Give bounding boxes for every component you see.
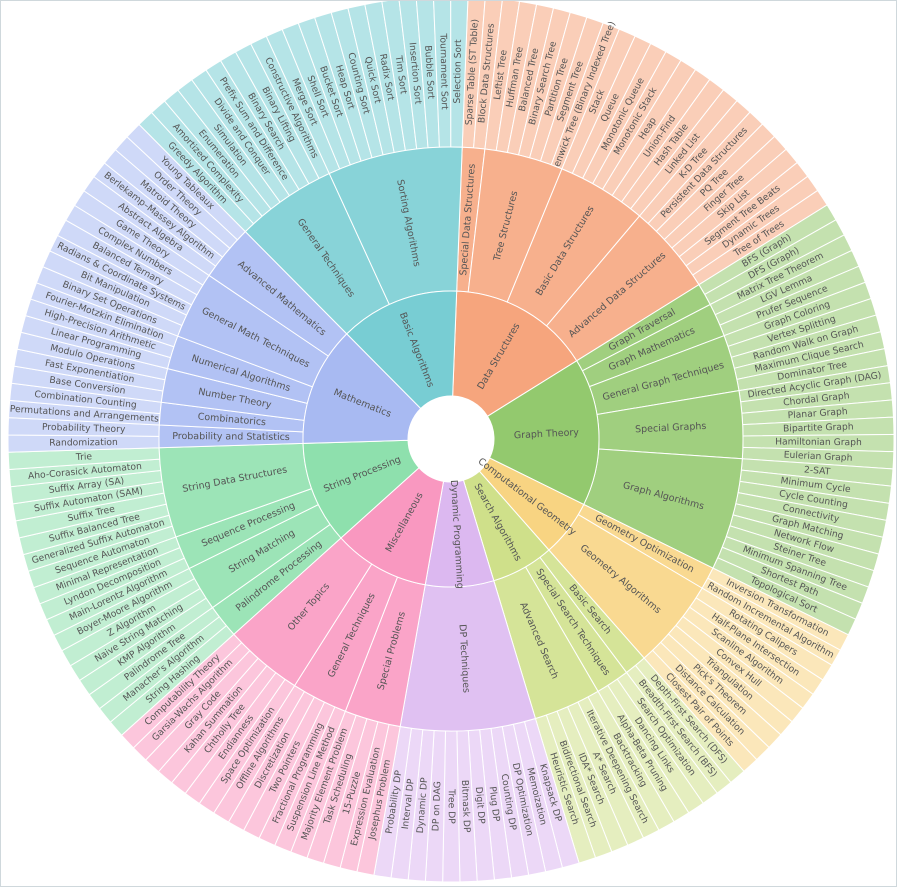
leaf-label-trie: Trie <box>75 451 93 463</box>
leaf-label-digit-dp: Digit DP <box>473 786 487 824</box>
leaf-label-probability-theory: Probability Theory <box>42 422 126 435</box>
category-segment-graph-theory[interactable] <box>486 360 600 506</box>
leaf-label-randomization: Randomization <box>49 437 118 449</box>
category-label-graph-theory: Graph Theory <box>514 427 580 441</box>
category-segment-basic-algorithms[interactable] <box>346 290 458 410</box>
leaf-label-tim-sort: Tim Sort <box>393 54 409 95</box>
category-segment-string-processing[interactable] <box>302 439 420 539</box>
subcategory-label-probability-and-statistics: Probability and Statistics <box>172 431 290 443</box>
leaf-label-hamiltonian-graph: Hamiltonian Graph <box>775 436 862 448</box>
leaf-label-tournament-sort: Tournament Sort <box>437 32 450 110</box>
subcategory-label-dp-techniques: DP Techniques <box>456 624 471 693</box>
leaf-label-selection-sort: Selection Sort <box>452 39 464 104</box>
leaf-label-eulerian-graph: Eulerian Graph <box>783 450 852 464</box>
leaf-label-planar-graph: Planar Graph <box>787 406 848 421</box>
category-segment-data-structures[interactable] <box>452 290 578 417</box>
leaf-label-bubble-sort: Bubble Sort <box>422 45 436 100</box>
leaf-label-dynamic-dp: Dynamic DP <box>415 777 430 834</box>
leaf-label-bipartite-graph: Bipartite Graph <box>783 421 854 434</box>
leaf-label-dp-on-dag: DP on DAG <box>430 781 443 831</box>
leaf-label-plug-dp: Plug DP <box>487 786 502 823</box>
category-segment-mathematics[interactable] <box>302 333 422 444</box>
leaf-label-bitmask-dp: Bitmask DP <box>459 780 472 834</box>
leaf-label-2-sat: 2-SAT <box>803 464 831 477</box>
subcategory-label-special-graphs: Special Graphs <box>635 421 707 436</box>
leaf-label-tree-dp: Tree DP <box>446 788 457 824</box>
